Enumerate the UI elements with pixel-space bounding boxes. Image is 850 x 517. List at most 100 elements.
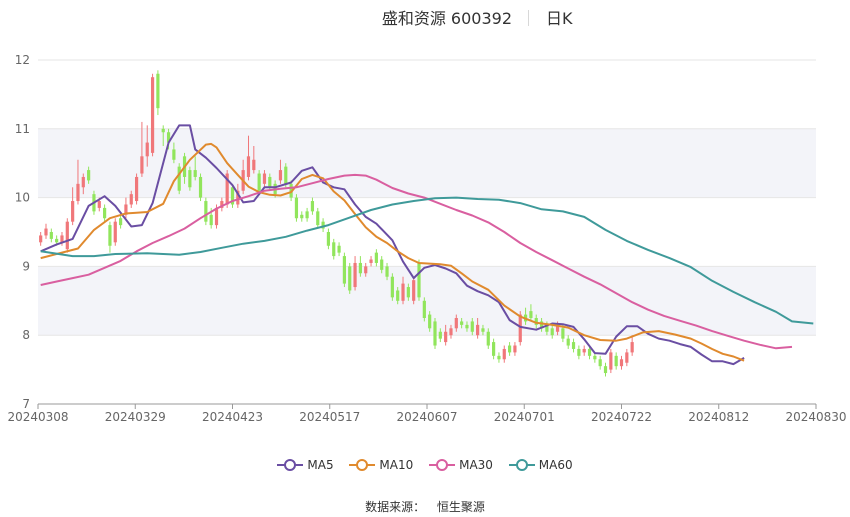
candle-body — [81, 176, 85, 188]
y-tick-label: 7 — [22, 397, 30, 411]
candle-body — [76, 183, 80, 202]
legend-label-ma30: MA30 — [459, 458, 493, 472]
series-line-ma5 — [40, 124, 745, 366]
candle-body — [166, 132, 171, 143]
x-tick-label: 20240701 — [494, 410, 555, 424]
candle-body — [428, 314, 432, 329]
candle-body — [438, 331, 442, 339]
candle-body — [625, 352, 629, 363]
x-tick-label: 20240830 — [785, 410, 846, 424]
candle-body — [150, 77, 155, 153]
candle-body — [476, 324, 480, 336]
x-tick-label: 20240812 — [688, 410, 749, 424]
candle-body — [513, 345, 517, 353]
grid-band — [38, 128, 816, 198]
y-tick-label: 11 — [15, 122, 30, 136]
candle-body — [71, 201, 75, 222]
data-source-name: 恒生聚源 — [436, 500, 485, 514]
x-tick-label: 20240517 — [299, 410, 360, 424]
candle-body — [561, 328, 565, 339]
candle-body — [236, 190, 240, 205]
legend-label-ma10: MA10 — [379, 458, 414, 472]
candle-body — [177, 166, 181, 191]
candle-body — [465, 324, 469, 329]
candle-body — [390, 276, 394, 298]
candle-body — [108, 225, 112, 246]
candle-body — [454, 318, 458, 329]
chart-title: 盛和资源 600392 — [381, 9, 512, 28]
x-tick-label: 20240308 — [7, 410, 68, 424]
candle-body — [619, 359, 624, 367]
candle-body — [188, 170, 192, 188]
y-tick-label: 12 — [15, 53, 30, 67]
candle-body — [220, 201, 224, 208]
candle-body — [134, 176, 139, 202]
candle-body — [87, 170, 91, 181]
candle-body — [65, 221, 69, 250]
candle-body — [321, 221, 325, 229]
candle-body — [172, 149, 176, 160]
candle-body — [571, 342, 576, 349]
candle-body — [492, 342, 496, 356]
candle-body — [539, 321, 544, 329]
candle-body — [60, 235, 64, 243]
candle-body — [103, 207, 107, 219]
candle-body — [364, 266, 368, 274]
candle-body — [198, 176, 203, 198]
candle-body — [118, 218, 123, 226]
candle-body — [204, 201, 208, 222]
candle-body — [497, 355, 501, 360]
candle-body — [326, 232, 331, 246]
candle-body — [598, 359, 602, 367]
candle-body — [603, 366, 608, 374]
candle-body — [614, 355, 618, 367]
candle-body — [305, 211, 309, 219]
candle-body — [412, 280, 416, 301]
title-separator — [528, 10, 529, 26]
candle-body — [566, 338, 570, 346]
candlestick-chart: 7 8 9 10 11 12 20240308 20240329 20240423 2024051… — [7, 53, 846, 424]
x-tick-label: 20240607 — [396, 410, 457, 424]
chart-title-row: 盛和资源 600392 日K — [0, 5, 850, 29]
candle-body — [268, 176, 272, 188]
series-line-ma60 — [40, 196, 814, 325]
candle-body — [433, 321, 437, 346]
candle-body — [145, 142, 149, 157]
candle-body — [278, 170, 283, 181]
candle-body — [380, 259, 384, 270]
candle-body — [577, 348, 581, 356]
candle-body — [486, 331, 490, 346]
legend-item-ma10[interactable]: MA10 — [349, 458, 413, 472]
candle-body — [444, 331, 448, 343]
candle-body — [593, 355, 597, 360]
series-line-ma30 — [40, 173, 793, 350]
candle-body — [246, 156, 251, 177]
legend-label-ma60: MA60 — [538, 458, 573, 472]
legend-item-ma5[interactable]: MA5 — [277, 458, 334, 472]
candle-body — [300, 214, 304, 219]
data-source: 数据来源： 恒生聚源 — [0, 498, 850, 515]
candle-body — [129, 194, 133, 205]
data-source-label: 数据来源： — [365, 500, 426, 514]
candle-body — [124, 204, 128, 215]
x-tick-label: 20240329 — [105, 410, 166, 424]
candle-body — [44, 228, 48, 236]
y-tick-label: 8 — [22, 328, 30, 342]
legend-item-ma60[interactable]: MA60 — [508, 458, 573, 472]
candle-body — [257, 173, 261, 191]
candle-body — [518, 314, 522, 343]
candle-body — [209, 214, 213, 226]
candle-body — [284, 166, 288, 184]
candle-body — [214, 207, 219, 226]
candle-body — [316, 211, 320, 226]
candle-body — [587, 348, 592, 356]
candle-body — [534, 318, 538, 325]
grid-band — [38, 266, 816, 336]
legend-item-ma30[interactable]: MA30 — [429, 458, 493, 472]
candle-body — [470, 321, 474, 332]
candle-body — [97, 201, 101, 208]
candle-body — [422, 300, 426, 318]
candle-body — [310, 201, 315, 212]
candle-body — [369, 259, 373, 263]
y-tick-label: 9 — [22, 259, 30, 273]
